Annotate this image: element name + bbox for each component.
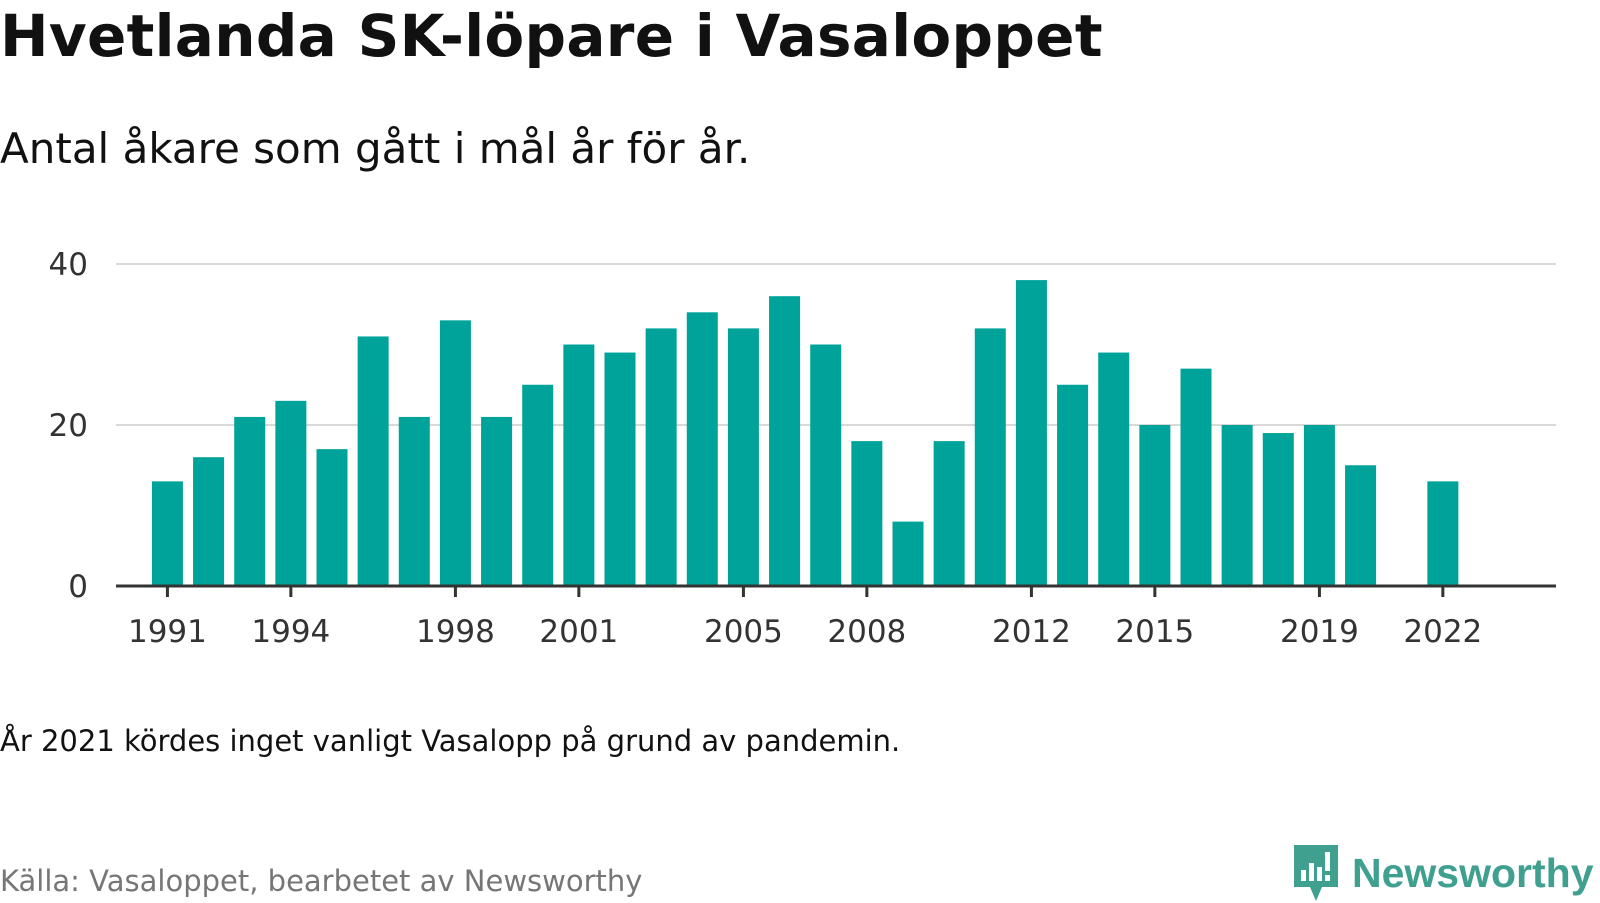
bar-1998 — [439, 320, 471, 586]
bar-2001 — [563, 344, 595, 586]
bar-1994 — [275, 400, 307, 586]
x-tick-label-1991: 1991 — [128, 614, 207, 650]
bar-1992 — [193, 457, 225, 586]
x-tick-label-2019: 2019 — [1280, 614, 1359, 650]
bar-2007 — [810, 344, 842, 586]
bar-1991 — [151, 481, 183, 586]
bar-1993 — [234, 416, 266, 586]
x-tick-label-2012: 2012 — [992, 614, 1071, 650]
x-tick-label-2022: 2022 — [1403, 614, 1482, 650]
logo-chart-icon — [1294, 845, 1338, 901]
chart-subtitle: Antal åkare som gått i mål år för år. — [0, 124, 751, 173]
bar-2011 — [974, 328, 1006, 586]
x-tick-label-2015: 2015 — [1115, 614, 1194, 650]
chart-note: År 2021 kördes inget vanligt Vasalopp på… — [0, 724, 901, 758]
bar-2010 — [933, 441, 965, 586]
bar-1995 — [316, 449, 348, 586]
bar-1996 — [357, 336, 389, 586]
bar-2005 — [727, 328, 759, 586]
bar-2019 — [1303, 425, 1335, 586]
chart-title: Hvetlanda SK-löpare i Vasaloppet — [0, 2, 1103, 70]
bar-2016 — [1180, 368, 1212, 586]
bar-2009 — [892, 521, 924, 586]
bar-2020 — [1345, 465, 1377, 586]
x-tick-label-2005: 2005 — [704, 614, 783, 650]
source-credit: Källa: Vasaloppet, bearbetet av Newswort… — [0, 864, 643, 898]
bar-2008 — [851, 441, 883, 586]
x-tick-label-2001: 2001 — [539, 614, 618, 650]
bar-2003 — [645, 328, 677, 586]
x-tick-label-1998: 1998 — [416, 614, 495, 650]
axes: 0 20 40 1991 1994 1998 2001 2005 2008 2012 2015 201… — [49, 247, 1556, 650]
newsworthy-logo: Newsworthy — [1292, 843, 1594, 903]
bar-2017 — [1221, 425, 1253, 586]
bar-2004 — [686, 312, 718, 586]
bar-2018 — [1262, 433, 1294, 586]
logo-text: Newsworthy — [1352, 849, 1594, 896]
bar-2014 — [1098, 352, 1130, 586]
bar-2002 — [604, 352, 636, 586]
x-tick-label-1994: 1994 — [251, 614, 330, 650]
bar-2015 — [1139, 425, 1171, 586]
bar-1999 — [481, 416, 513, 586]
bar-chart: 0 20 40 1991 1994 1998 2001 2005 2008 2012 2015 201… — [49, 247, 1556, 650]
bar-2012 — [1015, 280, 1047, 586]
bar-2000 — [522, 384, 554, 586]
y-tick-label-40: 40 — [49, 247, 88, 283]
y-tick-label-0: 0 — [68, 569, 88, 605]
bar-1997 — [398, 416, 430, 586]
bar-2006 — [769, 296, 801, 586]
x-tick-label-2008: 2008 — [827, 614, 906, 650]
y-tick-label-20: 20 — [49, 408, 88, 444]
bar-2013 — [1057, 384, 1089, 586]
bars — [151, 280, 1459, 586]
bar-2022 — [1427, 481, 1459, 586]
